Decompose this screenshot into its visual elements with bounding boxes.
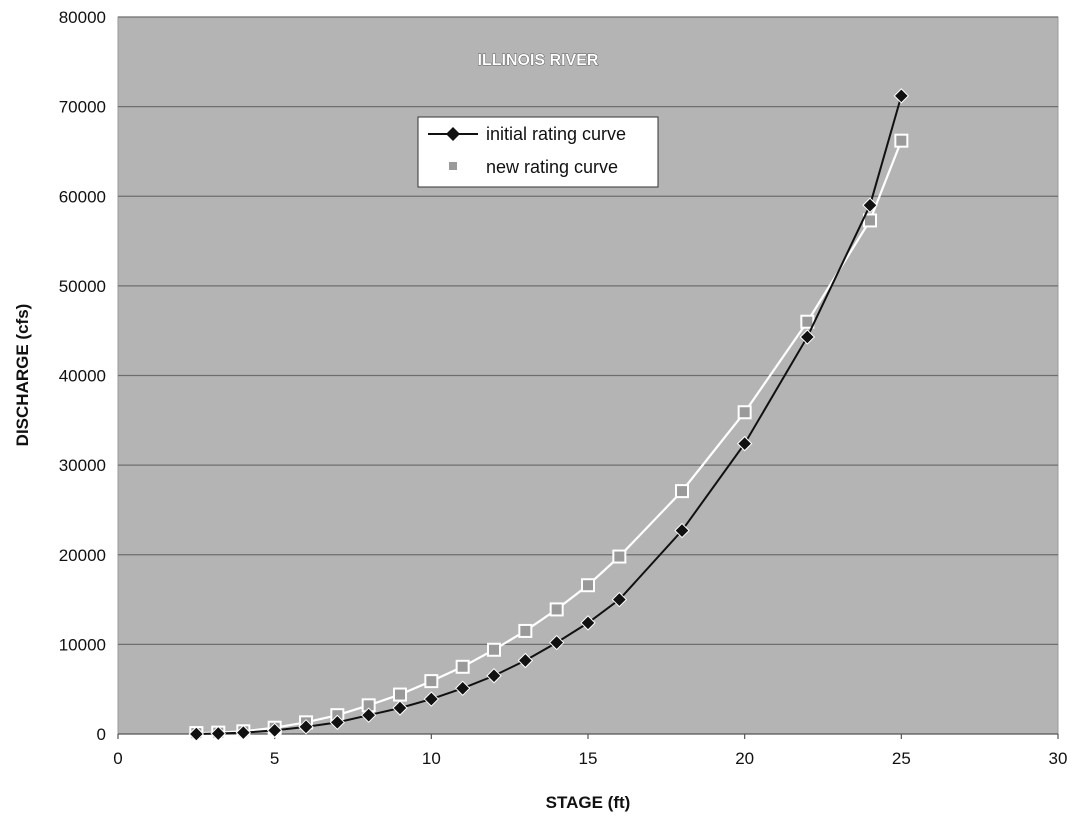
data-point-initial (235, 724, 252, 741)
data-point-initial (674, 522, 690, 539)
x-tick-label: 25 (892, 749, 911, 768)
y-tick-label: 30000 (59, 456, 106, 475)
data-point-initial (454, 680, 471, 696)
legend-square-marker (449, 162, 457, 170)
x-tick-label: 30 (1049, 749, 1068, 768)
y-tick-label: 50000 (59, 277, 106, 296)
data-point-new (518, 623, 533, 638)
data-point-initial (862, 197, 878, 213)
data-point-initial (736, 435, 753, 452)
data-point-initial (486, 668, 502, 684)
data-point-new (863, 213, 877, 228)
data-point-new (675, 484, 689, 499)
series-layer (188, 88, 910, 742)
chart-title: ILLINOIS RIVER (478, 52, 599, 69)
data-point-initial (329, 714, 346, 731)
y-tick-label: 10000 (59, 635, 106, 654)
y-tick-label: 20000 (59, 546, 106, 565)
data-point-initial (360, 707, 377, 723)
data-point-initial (210, 725, 226, 742)
data-point-new (455, 659, 470, 674)
data-point-new (487, 642, 501, 657)
y-tick-label: 70000 (59, 98, 106, 117)
x-tick-label: 10 (422, 749, 441, 768)
data-point-initial (188, 726, 205, 742)
data-point-initial (266, 722, 283, 739)
y-tick-label: 60000 (59, 187, 106, 206)
data-point-new (424, 674, 439, 689)
legend-label-initial: initial rating curve (486, 124, 626, 144)
legend-box (417, 116, 659, 188)
y-tick-label: 40000 (59, 367, 106, 386)
x-tick-label: 5 (270, 749, 279, 768)
y-tick-label: 0 (97, 725, 106, 744)
data-point-initial (611, 591, 628, 608)
x-tick-label: 20 (735, 749, 754, 768)
data-point-initial (893, 88, 910, 104)
data-point-new (549, 602, 564, 617)
y-tick-labels: 0 10000 20000 30000 40000 50000 60000 70000 8000… (59, 8, 106, 744)
legend: initial rating curve new rating curve (417, 116, 659, 188)
data-point-new (800, 314, 815, 329)
y-tick-label: 80000 (59, 8, 106, 27)
legend-diamond-marker (446, 127, 460, 141)
data-point-initial (298, 719, 314, 735)
y-axis-title: DISCHARGE (cfs) (13, 304, 32, 447)
x-axis-title: STAGE (ft) (546, 793, 631, 812)
data-point-initial (423, 691, 440, 707)
x-tick-labels: 0 5 10 15 20 25 30 (113, 749, 1067, 768)
data-point-initial (580, 615, 596, 631)
x-tick-label: 0 (113, 749, 122, 768)
data-point-new (581, 578, 595, 593)
x-tick-label: 15 (579, 749, 598, 768)
data-point-initial (548, 634, 565, 651)
data-point-new (737, 405, 752, 420)
data-point-new (393, 687, 407, 702)
legend-label-new: new rating curve (486, 157, 618, 177)
data-point-new (612, 549, 627, 564)
data-point-initial (799, 329, 816, 345)
data-point-new (894, 133, 909, 148)
data-point-initial (392, 700, 408, 716)
data-point-initial (517, 652, 534, 669)
